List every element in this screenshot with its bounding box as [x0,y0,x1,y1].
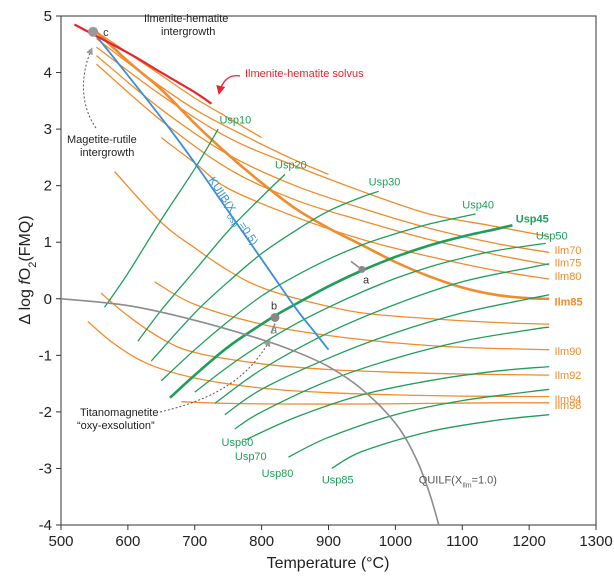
usp-isopleth-5 [169,224,513,399]
kuiib-line [92,31,330,351]
y-axis-label-part-2: f [17,279,34,285]
ilm-label: Ilm94 [555,394,582,406]
usp-label: Usp45 [516,213,549,225]
magnetite-rutile-arrow [83,47,97,129]
solvus-arrow [216,74,241,95]
y-axis-label-part-3: O [17,268,34,280]
titanomagnetite-oxy-exsolution-label-line1: Titanomagnetite [80,407,158,419]
ilm-label: Ilm92 [555,370,582,382]
quilf-label-sub: Ilm [462,482,472,489]
usp-isopleth-4 [160,213,476,382]
usp-label: Usp85 [322,475,354,487]
ilm-isopleth-11 [87,320,550,398]
x-axis-label: Temperature (°C) [267,555,390,572]
tick-labels: 500 600 700 800 900 1000 1100 1200 1300 -4 -3 -2 -1 0… [39,8,613,550]
point-a-marker [358,265,366,273]
x-tick-label: 500 [48,533,73,550]
x-tick-label: 800 [249,533,274,550]
usp-label: Usp50 [536,230,568,242]
ilm-label: Ilm70 [555,245,582,257]
ilmenite-hematite-solvus-label: Ilmenite-hematite solvus [245,68,364,80]
y-tick-label: -1 [39,347,52,364]
point-b-arrow [270,323,276,334]
x-tick-label: 1000 [379,533,412,550]
usp-label: Usp60 [222,437,254,449]
quilf-label-part: =1.0) [472,475,497,487]
point-a-arrow [350,260,360,268]
y-tick-label: -4 [39,517,52,534]
ilmenite-hematite-intergrowth-label-line2: intergrowth [161,26,215,38]
ilm-isopleth-9 [154,281,550,351]
ilm-isopleth-4 [95,55,550,254]
usp-label: Usp30 [369,177,401,189]
x-tick-label: 1300 [579,533,612,550]
ilmenite-hematite-solvus-line [73,23,213,105]
usp-label: Usp10 [219,114,251,126]
usp-label: Usp40 [462,199,494,211]
usp-label: Usp80 [262,468,294,480]
quilf-label: QUILF(XIlm=1.0) [419,475,497,490]
point-a-lower-label: a [271,324,278,336]
point-b-marker [270,312,280,322]
ilm-isopleth-12 [181,401,550,405]
ilm-isopleth-3 [96,46,550,238]
usp-isopleth-1 [103,128,219,308]
ilm-label: Ilm85 [555,297,583,309]
ilmenite-hematite-intergrowth-label-line1: Ilmenite-hematite [144,13,228,25]
usp-isopleth-9 [234,326,550,430]
y-tick-label: 1 [44,234,52,251]
usp-isopleth-12 [331,414,550,469]
x-tick-label: 600 [115,533,140,550]
y-axis-label-part-4: 2 [27,262,39,268]
ilm-label: Ilm80 [555,271,582,283]
y-tick-label: -3 [39,460,52,477]
magnetite-rutile-intergrowth-label-line2: intergrowth [80,147,134,159]
y-axis-label-part-1: Δ log [17,285,34,325]
y-axis-label: Δ log fO2(FMQ) [17,215,39,324]
plot-layer [61,23,550,525]
ilm-label: Ilm98 [555,400,582,412]
magnetite-rutile-intergrowth-label-line1: Magetite-rutile [67,134,137,146]
x-tick-label: 1100 [446,533,478,550]
usp-isopleth-10 [244,365,550,441]
quilf-label-part: QUILF(X [419,475,463,487]
point-c-label: c [103,27,109,39]
usp-isopleth-11 [288,388,550,458]
usp-isopleth-3 [150,190,379,362]
y-tick-label: -2 [39,404,52,421]
point-a-label: a [363,274,370,286]
kuiib-label: KUIIB(XUsp=0.5) [203,175,260,249]
usp-label: Usp20 [275,160,307,172]
x-tick-label: 1200 [512,533,545,550]
quilf-curve [61,298,440,525]
point-b-label: b [271,300,277,312]
usp-isopleth-7 [214,263,550,404]
y-tick-label: 5 [44,8,52,25]
x-tick-label: 700 [182,533,207,550]
ilm-isopleth-5 [95,63,550,266]
usp-isopleth-6 [194,242,546,393]
y-tick-label: 3 [44,121,52,138]
usp-label: Usp70 [235,451,267,463]
usp-isopleth-8 [224,294,550,416]
ilm-label: Ilm90 [555,346,582,358]
y-tick-label: 2 [44,178,52,195]
point-c-marker [88,26,99,37]
axis-ticks [56,15,597,530]
ilm-isopleth-8 [114,171,550,325]
y-tick-label: 0 [44,291,52,308]
y-axis-label-part-5: (FMQ) [17,215,34,261]
ilm-isopleth-7 [95,30,550,301]
usp-isopleth-2 [137,173,286,342]
titanomagnetite-oxy-exsolution-label-line2: “oxy-exsolution” [77,420,155,432]
kuiib-label-part: KUIIB(X [206,175,239,215]
y-tick-label: 4 [44,65,52,82]
ilm-label: Ilm75 [555,258,582,270]
kuiib-label-part: =0.5) [236,220,260,248]
x-tick-label: 900 [316,533,341,550]
